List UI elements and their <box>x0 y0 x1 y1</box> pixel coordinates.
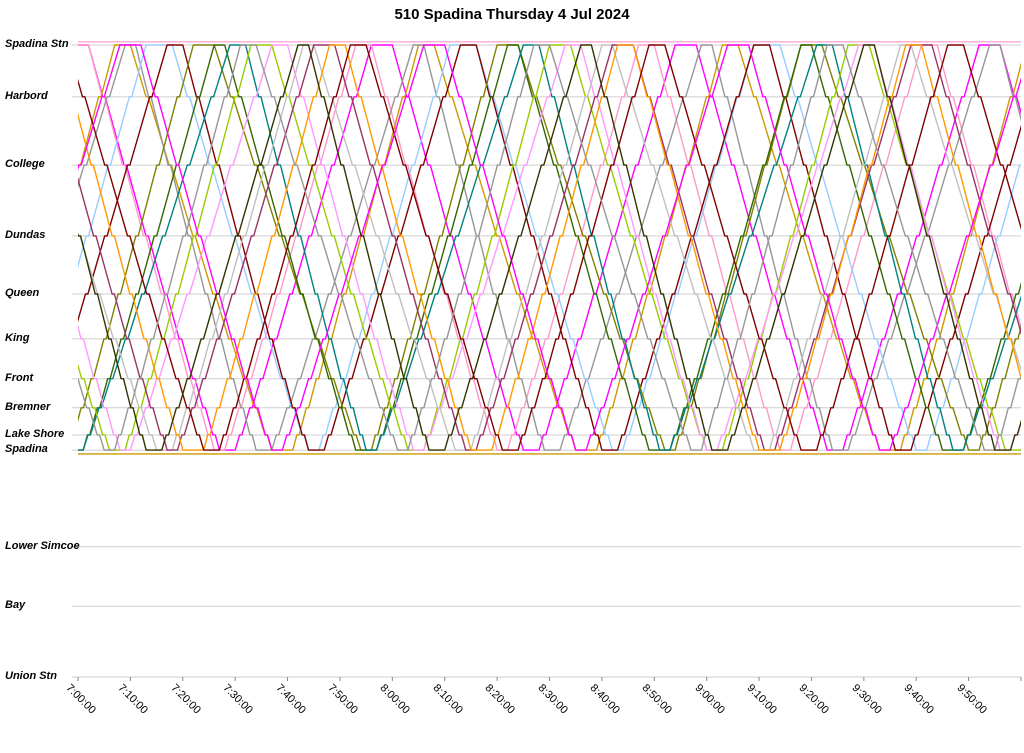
trajectory-line <box>78 44 1021 451</box>
chart-title: 510 Spadina Thursday 4 Jul 2024 <box>394 6 630 23</box>
trajectory-line <box>78 44 1021 451</box>
trajectory-line <box>78 44 1021 451</box>
station-label: Dundas <box>5 228 46 241</box>
station-label: Spadina Stn <box>5 38 69 50</box>
trajectory-line <box>78 44 1021 451</box>
trajectory-line <box>78 44 1021 451</box>
station-label: Bay <box>5 599 26 612</box>
station-label: Bremner <box>5 400 51 413</box>
station-label: College <box>5 158 45 171</box>
station-label: Spadina <box>5 443 48 456</box>
station-label: Queen <box>5 287 40 299</box>
station-label: Union Stn <box>5 670 57 682</box>
trajectory-line <box>78 44 1021 451</box>
trajectory-line <box>78 44 1021 451</box>
station-label: Harbord <box>5 89 48 102</box>
station-label: Front <box>5 371 34 384</box>
trajectory-line <box>78 44 1021 451</box>
station-label: King <box>5 331 30 344</box>
station-label: Lower Simcoe <box>5 539 80 552</box>
station-label: Lake Shore <box>5 427 65 440</box>
trajectory-line <box>78 44 1021 451</box>
trajectory-line <box>78 44 1021 451</box>
trajectory-line <box>78 44 1021 451</box>
